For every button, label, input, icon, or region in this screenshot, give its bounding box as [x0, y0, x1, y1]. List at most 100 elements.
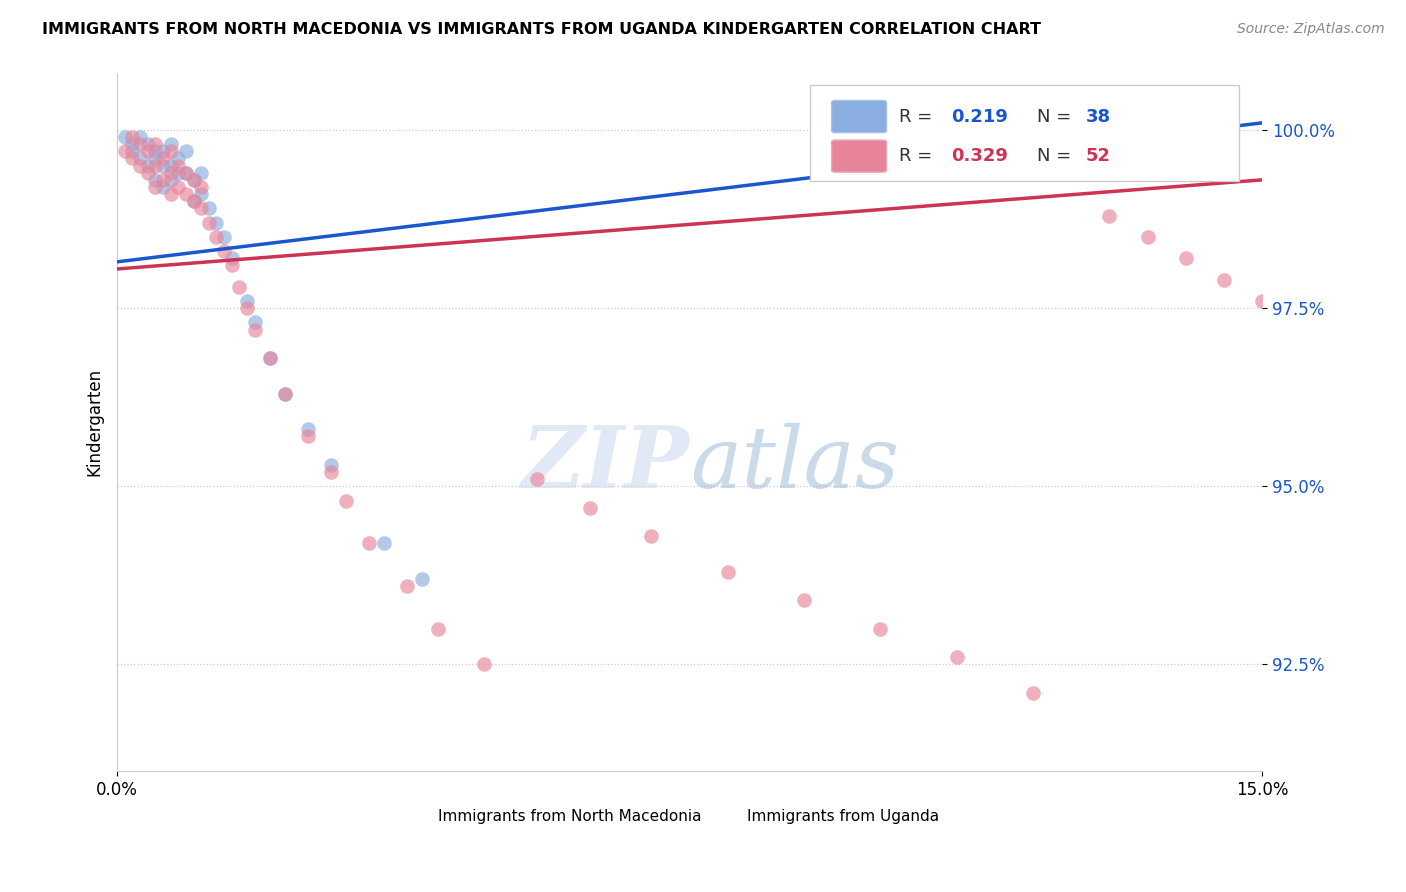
Point [243, 322, 266, 336]
Point [297, 429, 319, 443]
Point [228, 279, 250, 293]
Point [411, 572, 433, 586]
Point [1136, 230, 1159, 244]
FancyBboxPatch shape [831, 140, 887, 172]
Point [167, 152, 190, 166]
Point [143, 137, 166, 152]
Point [174, 166, 197, 180]
Point [526, 472, 548, 486]
Point [159, 166, 181, 180]
Text: 0.329: 0.329 [950, 147, 1008, 165]
Point [143, 152, 166, 166]
Text: R =: R = [898, 147, 938, 165]
Point [114, 130, 136, 145]
Point [274, 386, 297, 401]
Point [136, 159, 159, 173]
Point [243, 315, 266, 329]
Point [183, 173, 205, 187]
Point [121, 137, 143, 152]
FancyBboxPatch shape [704, 806, 741, 827]
Point [1022, 686, 1045, 700]
Point [159, 187, 181, 202]
Point [335, 493, 357, 508]
Point [159, 173, 181, 187]
Point [152, 159, 174, 173]
Point [793, 593, 815, 607]
Point [183, 194, 205, 209]
Text: 38: 38 [1085, 108, 1111, 126]
Point [319, 458, 342, 472]
Text: Immigrants from Uganda: Immigrants from Uganda [747, 809, 939, 824]
Point [129, 130, 152, 145]
Point [274, 386, 297, 401]
Point [1022, 137, 1045, 152]
Y-axis label: Kindergarten: Kindergarten [86, 368, 103, 476]
Point [373, 536, 395, 550]
Point [167, 166, 190, 180]
Text: atlas: atlas [689, 423, 898, 506]
Point [143, 180, 166, 194]
Point [259, 351, 281, 365]
Point [190, 187, 212, 202]
Point [143, 159, 166, 173]
Point [143, 145, 166, 159]
Point [121, 152, 143, 166]
Point [159, 137, 181, 152]
Point [357, 536, 380, 550]
Text: R =: R = [898, 108, 938, 126]
Point [869, 622, 891, 636]
Point [143, 173, 166, 187]
Point [197, 216, 219, 230]
FancyBboxPatch shape [831, 101, 887, 133]
Point [319, 465, 342, 479]
Point [945, 650, 967, 665]
Point [129, 159, 152, 173]
Point [136, 145, 159, 159]
Point [190, 166, 212, 180]
Point [136, 137, 159, 152]
Point [183, 194, 205, 209]
Text: N =: N = [1036, 108, 1077, 126]
Point [167, 159, 190, 173]
Point [152, 180, 174, 194]
Point [129, 137, 152, 152]
FancyBboxPatch shape [395, 806, 432, 827]
Point [159, 145, 181, 159]
Text: ZIP: ZIP [522, 422, 689, 506]
Point [183, 173, 205, 187]
Point [205, 230, 228, 244]
Text: N =: N = [1036, 147, 1077, 165]
Point [221, 252, 243, 266]
Point [236, 293, 259, 308]
Point [152, 145, 174, 159]
Point [190, 180, 212, 194]
Point [121, 130, 143, 145]
Point [212, 230, 235, 244]
Point [121, 145, 143, 159]
Point [152, 173, 174, 187]
Point [236, 301, 259, 315]
Point [717, 565, 740, 579]
Text: IMMIGRANTS FROM NORTH MACEDONIA VS IMMIGRANTS FROM UGANDA KINDERGARTEN CORRELATI: IMMIGRANTS FROM NORTH MACEDONIA VS IMMIG… [42, 22, 1042, 37]
Point [152, 152, 174, 166]
Point [1212, 272, 1234, 286]
Point [174, 145, 197, 159]
Point [136, 166, 159, 180]
Point [579, 500, 602, 515]
Point [1098, 123, 1121, 137]
Point [426, 622, 449, 636]
FancyBboxPatch shape [810, 85, 1239, 181]
Point [159, 159, 181, 173]
Text: 0.219: 0.219 [950, 108, 1008, 126]
Point [1174, 252, 1197, 266]
Point [1251, 293, 1274, 308]
Point [259, 351, 281, 365]
Text: 52: 52 [1085, 147, 1111, 165]
Point [174, 187, 197, 202]
Point [212, 244, 235, 259]
Point [221, 259, 243, 273]
Point [174, 166, 197, 180]
Point [114, 145, 136, 159]
Point [129, 152, 152, 166]
Point [396, 579, 419, 593]
